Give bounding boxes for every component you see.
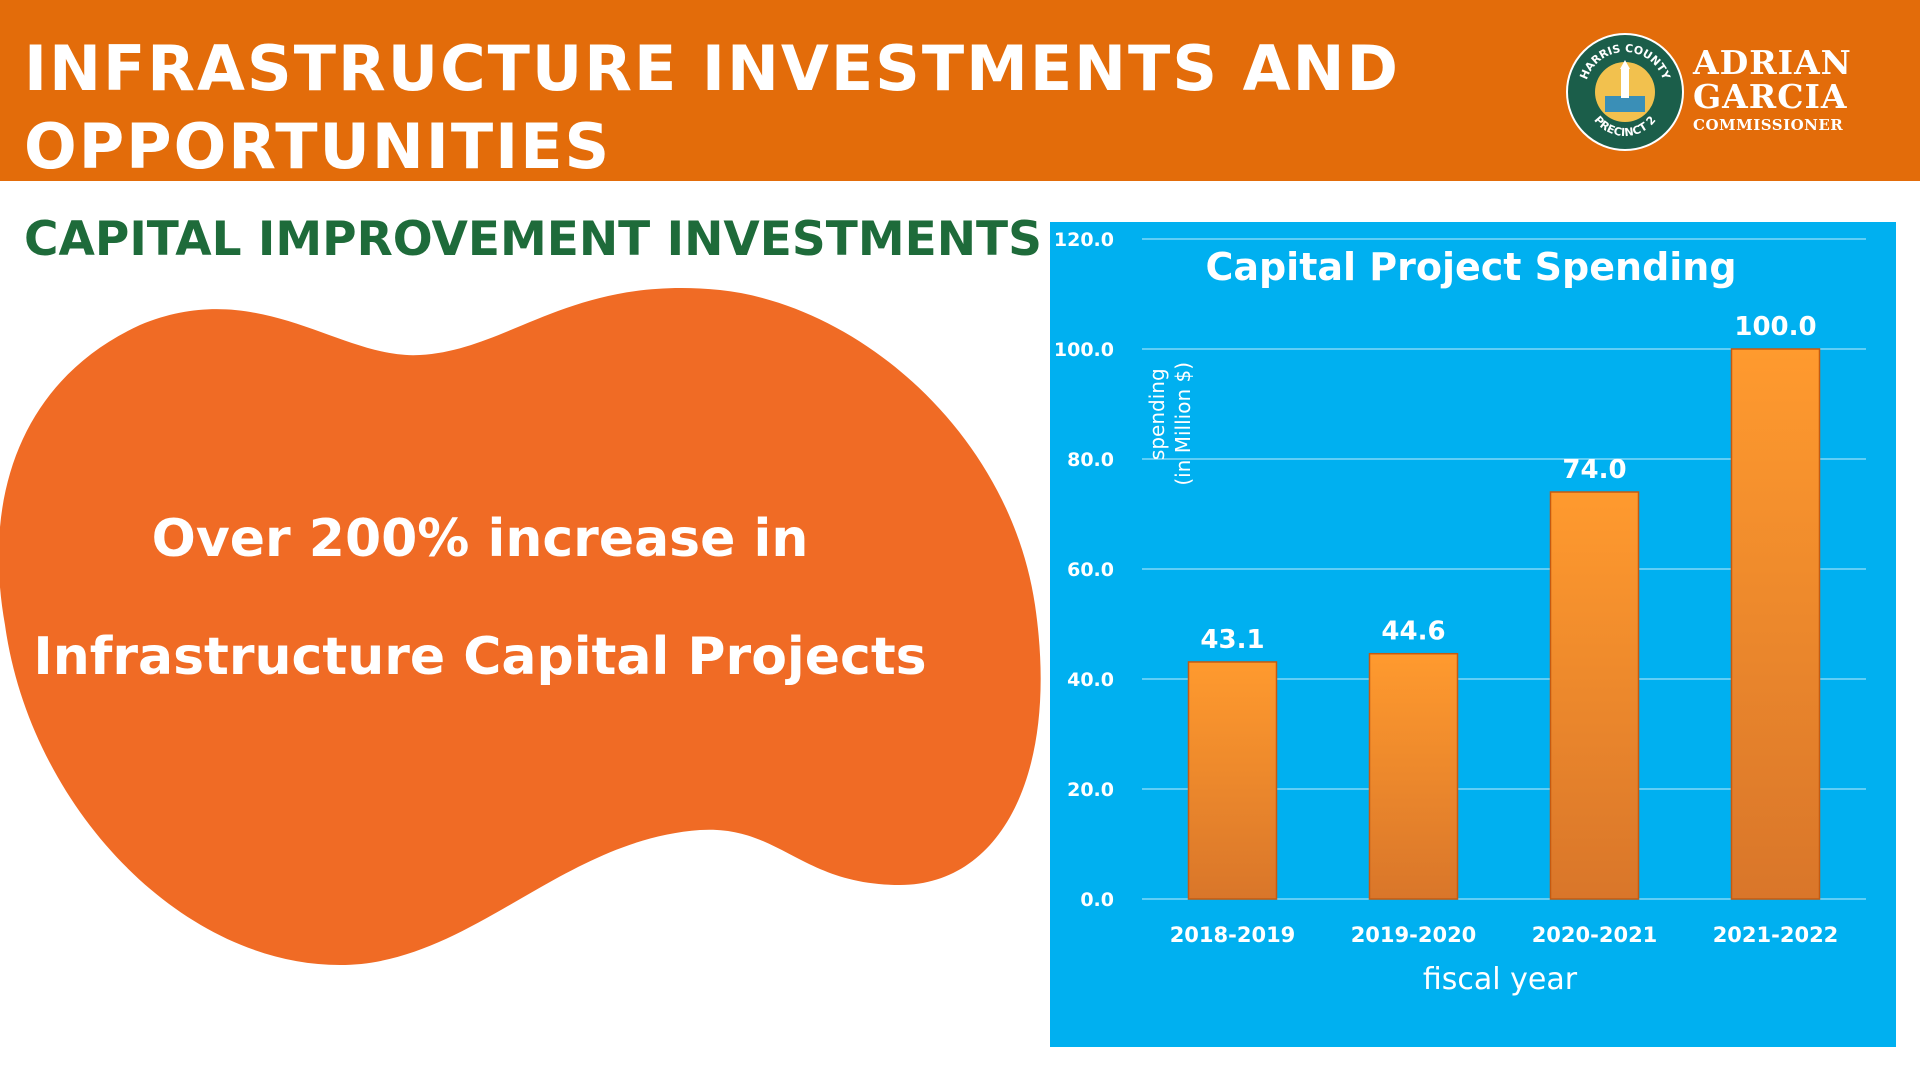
y-axis-label-line-2: (in Million $) [1171,362,1195,486]
page-title: INFRASTRUCTURE INVESTMENTS AND OPPORTUNI… [24,30,1424,186]
x-tick-label: 2020-2021 [1532,923,1658,947]
y-axis-label-line-1: spending [1145,368,1169,460]
bar [1730,348,1821,900]
page-title-line-2: OPPORTUNITIES [24,110,612,183]
bars [1187,348,1821,900]
y-tick-label: 40.0 [1067,669,1114,691]
bar [1549,491,1640,900]
header-bar: INFRASTRUCTURE INVESTMENTS AND OPPORTUNI… [0,0,1920,183]
bar [1187,661,1278,900]
precinct-seal-icon: HARRIS COUNTY PRECINCT 2 [1566,33,1684,151]
data-labels: 43.1 44.6 74.0 100.0 [1200,312,1816,655]
y-tick-label: 0.0 [1080,889,1114,911]
data-label: 43.1 [1200,625,1264,655]
data-label: 44.6 [1381,617,1445,647]
y-tick-label: 60.0 [1067,559,1114,581]
data-label: 74.0 [1562,455,1626,485]
bar [1368,652,1459,900]
highlight-text: Over 200% increase in Infrastructure Cap… [30,480,930,716]
chart-canvas: 0.0 20.0 40.0 60.0 80.0 100.0 120.0 43.1 44.6 74… [1054,229,1866,997]
highlight-blob [0,288,1041,965]
x-axis-label: fiscal year [1423,962,1578,997]
y-tick-label: 20.0 [1067,779,1114,801]
y-tick-label: 100.0 [1054,339,1114,361]
page-title-line-1: INFRASTRUCTURE INVESTMENTS AND [24,32,1400,105]
section-title: CAPITAL IMPROVEMENT INVESTMENTS [24,212,1042,267]
x-tick-label: 2021-2022 [1713,923,1839,947]
y-tick-label: 80.0 [1067,449,1114,471]
commissioner-logo: HARRIS COUNTY PRECINCT 2 ADRIAN GARCIA C… [1565,32,1855,157]
x-tick-label: 2019-2020 [1351,923,1477,947]
commissioner-role: COMMISSIONER [1693,116,1844,134]
data-label: 100.0 [1734,312,1816,342]
commissioner-name: ADRIAN GARCIA [1693,46,1852,114]
y-axis-ticks: 0.0 20.0 40.0 60.0 80.0 100.0 120.0 [1054,229,1114,911]
x-tick-label: 2018-2019 [1170,923,1296,947]
y-axis-label: spending (in Million $) [1145,362,1195,486]
commissioner-last-name: GARCIA [1693,77,1848,116]
highlight-line-1: Over 200% increase in [151,509,809,569]
y-tick-label: 120.0 [1054,229,1114,251]
chart-title: Capital Project Spending [1205,245,1736,289]
highlight-line-2: Infrastructure Capital Projects [33,627,927,687]
x-axis-ticks: 2018-2019 2019-2020 2020-2021 2021-2022 [1170,923,1839,947]
commissioner-first-name: ADRIAN [1693,43,1852,82]
capital-spending-chart: 0.0 20.0 40.0 60.0 80.0 100.0 120.0 43.1 44.6 74… [1050,222,1896,1047]
